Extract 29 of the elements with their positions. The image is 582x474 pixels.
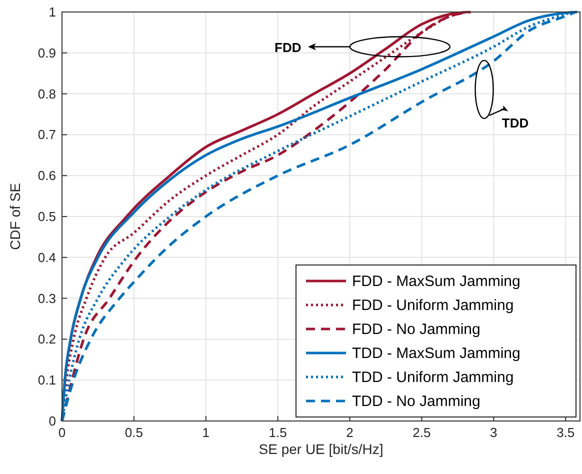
y-tick-label: 0.5 [38,209,56,224]
legend-label: FDD - MaxSum Jamming [352,273,520,290]
y-tick-label: 0.8 [38,86,56,102]
legend-label: FDD - Uniform Jamming [352,297,514,314]
annotation: TDD [502,115,529,130]
y-tick-label: 0.3 [38,290,56,306]
x-tick-label: 2.5 [412,425,431,440]
y-tick-label: 0.1 [38,372,56,388]
legend-label: TDD - MaxSum Jamming [352,345,520,362]
x-tick-label: 3 [490,425,498,440]
y-axis-title: CDF of SE [7,183,23,250]
x-tick-label: 0.5 [124,425,143,440]
y-tick-label: 0.6 [38,168,56,184]
y-tick-label: 1 [48,4,56,20]
y-tick-label: 0 [48,414,56,428]
x-axis-title: SE per UE [bit/s/Hz] [258,441,384,457]
y-tick-label: 0.9 [38,45,56,60]
x-tick-label: 3.5 [556,425,575,440]
annotation: FDD [274,40,302,55]
legend-label: TDD - No Jamming [352,393,480,410]
legend-label: TDD - Uniform Jamming [352,369,514,386]
legend-label: FDD - No Jamming [352,321,480,338]
x-tick-label: 0 [58,425,66,440]
x-tick-label: 1 [202,425,210,440]
x-tick-label: 1.5 [268,425,287,440]
x-tick-label: 2 [346,425,354,440]
y-tick-label: 0.4 [38,250,56,265]
y-tick-label: 0.7 [38,127,56,142]
y-tick-label: 0.2 [38,332,56,347]
